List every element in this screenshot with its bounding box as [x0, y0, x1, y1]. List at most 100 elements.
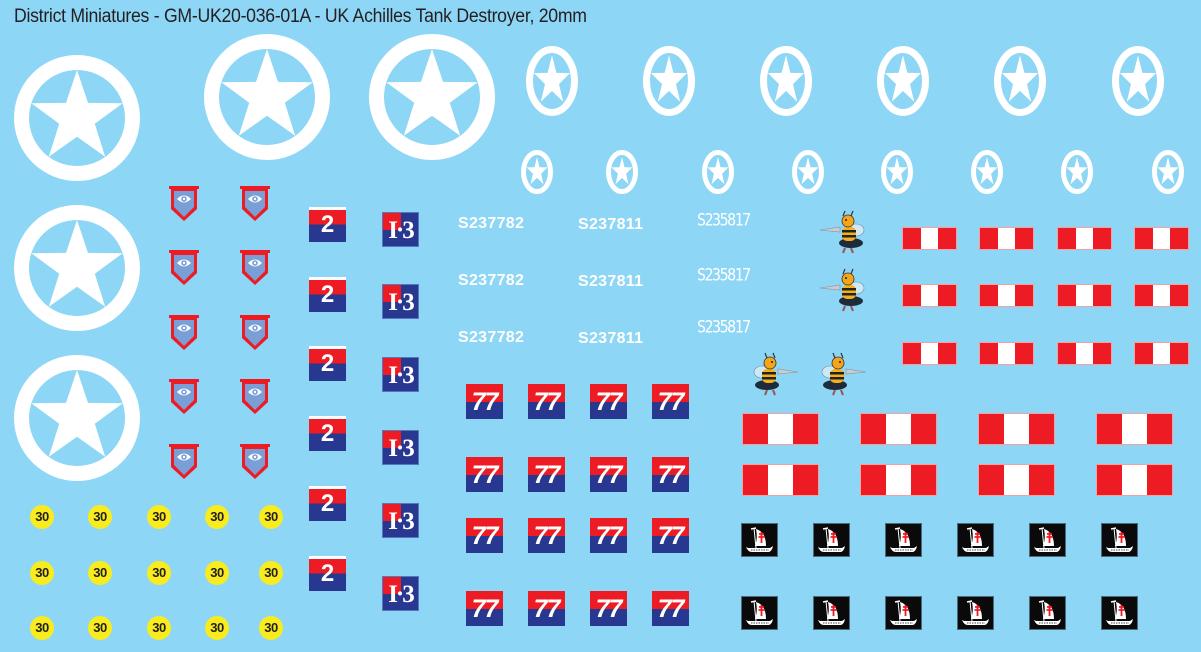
badge-77-marking: 77 [652, 591, 689, 626]
flag-red-quarter [383, 358, 401, 375]
star-roundel-large-icon [204, 34, 330, 160]
red-white-red-flash [979, 227, 1034, 250]
stripe-red [1097, 465, 1122, 495]
stripe-red [1029, 414, 1054, 444]
stripe-white [997, 343, 1016, 364]
serial-number-stencil: S235817 [697, 317, 751, 337]
flag-1-3-marking: I·3 [382, 212, 419, 247]
eye-shield-icon [239, 314, 271, 352]
viking-ship-cross-icon [813, 523, 850, 557]
speed-limit-30-marking: 30 [205, 505, 229, 529]
star-roundel-small-icon [1152, 150, 1184, 194]
red-white-red-flash [979, 284, 1034, 307]
stripe-white [768, 414, 793, 444]
stripe-red [903, 343, 921, 364]
star-roundel-medium-icon [994, 46, 1046, 116]
eye-shield-icon [239, 443, 271, 481]
viking-ship-cross-icon [1029, 523, 1066, 557]
star-roundel-medium-icon [1112, 46, 1164, 116]
stripe-red [938, 343, 957, 364]
stripe-red [1093, 285, 1112, 306]
flag-1-3-marking: I·3 [382, 430, 419, 465]
sheet-title: District Miniatures - GM-UK20-036-01A - … [14, 6, 587, 27]
speed-limit-30-marking: 30 [30, 616, 54, 640]
stripe-red [1015, 228, 1034, 249]
flag-red-quarter [383, 213, 401, 230]
flag-red-quarter [383, 577, 401, 594]
stripe-red [903, 228, 921, 249]
speed-limit-30-marking: 30 [259, 561, 283, 585]
stripe-white [886, 465, 911, 495]
stripe-red [743, 465, 768, 495]
red-white-red-flash [1057, 227, 1112, 250]
flag-1-3-marking: I·3 [382, 576, 419, 611]
badge-77-marking: 77 [590, 518, 627, 553]
star-roundel-small-icon [881, 150, 913, 194]
speed-limit-30-marking: 30 [259, 616, 283, 640]
eye-shield-icon [239, 249, 271, 287]
flag-2-marking: 2 [309, 556, 346, 591]
star-roundel-medium-icon [526, 46, 578, 116]
flag-red-quarter [383, 285, 401, 302]
star-roundel-small-icon [702, 150, 734, 194]
stripe-white [1004, 414, 1029, 444]
flag-2-marking: 2 [309, 416, 346, 451]
stripe-red [979, 414, 1004, 444]
stripe-red [1015, 285, 1034, 306]
star-roundel-small-icon [971, 150, 1003, 194]
red-white-red-flash-large [1096, 464, 1173, 496]
flag-1-3-label: I·3 [388, 581, 415, 608]
hornet-mascot-icon [818, 268, 868, 312]
red-white-red-flash-large [742, 464, 819, 496]
stripe-red [938, 228, 957, 249]
flag-1-3-marking: I·3 [382, 284, 419, 319]
stripe-white [1122, 414, 1147, 444]
red-white-red-flash-large [860, 413, 937, 445]
stripe-red [793, 414, 818, 444]
stripe-white [920, 228, 939, 249]
speed-limit-30-marking: 30 [88, 616, 112, 640]
stripe-white [1075, 285, 1094, 306]
badge-77-marking: 77 [528, 457, 565, 492]
speed-limit-30-marking: 30 [88, 505, 112, 529]
eye-shield-icon [168, 378, 200, 416]
stripe-white [997, 285, 1016, 306]
star-roundel-large-icon [14, 205, 140, 331]
star-roundel-small-icon [606, 150, 638, 194]
stripe-red [1170, 285, 1189, 306]
speed-limit-30-marking: 30 [259, 505, 283, 529]
stripe-red [1058, 343, 1076, 364]
stripe-red [1135, 343, 1153, 364]
speed-limit-30-marking: 30 [147, 561, 171, 585]
flag-2-marking: 2 [309, 346, 346, 381]
star-roundel-medium-icon [760, 46, 812, 116]
red-white-red-flash-large [978, 413, 1055, 445]
stripe-red [861, 465, 886, 495]
serial-number-stencil: S235817 [697, 265, 751, 285]
speed-limit-30-marking: 30 [205, 561, 229, 585]
stripe-white [1075, 228, 1094, 249]
eye-shield-icon [168, 249, 200, 287]
hornet-mascot-icon [818, 352, 868, 396]
flag-red-quarter [383, 431, 401, 448]
flag-1-3-label: I·3 [388, 508, 415, 535]
speed-limit-30-marking: 30 [30, 505, 54, 529]
speed-limit-30-marking: 30 [30, 561, 54, 585]
stripe-red [938, 285, 957, 306]
eye-shield-icon [239, 185, 271, 223]
stripe-red [1093, 228, 1112, 249]
badge-77-marking: 77 [466, 384, 503, 419]
stripe-red [980, 285, 998, 306]
stripe-red [793, 465, 818, 495]
red-white-red-flash [979, 342, 1034, 365]
flag-2-marking: 2 [309, 207, 346, 242]
badge-77-marking: 77 [590, 591, 627, 626]
stripe-white [1122, 465, 1147, 495]
stripe-white [920, 343, 939, 364]
star-roundel-small-icon [1061, 150, 1093, 194]
star-roundel-medium-icon [877, 46, 929, 116]
star-roundel-small-icon [521, 150, 553, 194]
viking-ship-cross-icon [885, 596, 922, 630]
badge-77-marking: 77 [466, 591, 503, 626]
viking-ship-cross-icon [1029, 596, 1066, 630]
